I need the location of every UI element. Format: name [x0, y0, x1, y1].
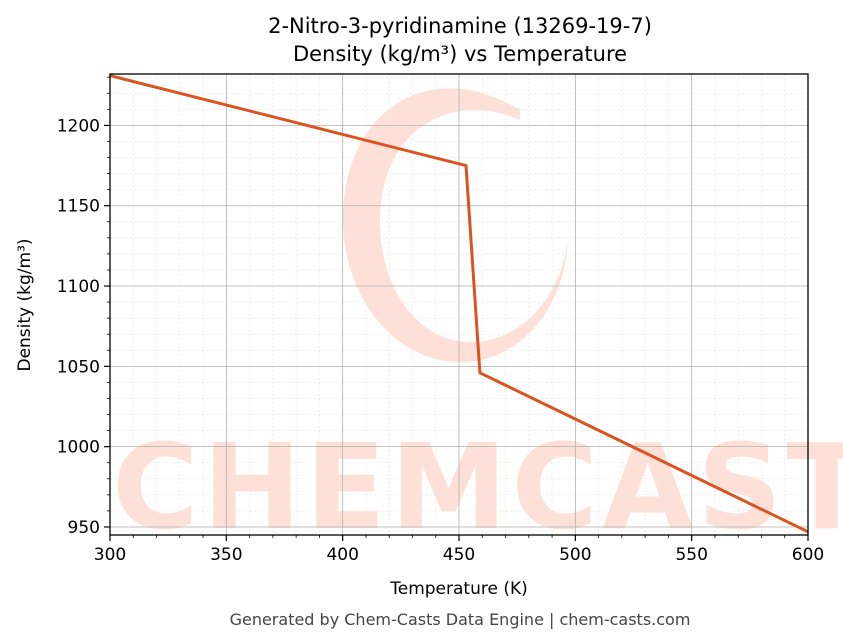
footer-credit: Generated by Chem-Casts Data Engine | ch… [230, 610, 691, 629]
chart-subtitle: Density (kg/m³) vs Temperature [293, 42, 627, 66]
y-tick-label: 1050 [57, 357, 100, 377]
y-axis-ticks: 950 1000 1050 1100 1150 1200 [57, 76, 110, 538]
x-tick-label: 450 [443, 545, 475, 565]
y-tick-label: 1200 [57, 116, 100, 136]
x-tick-label: 500 [559, 545, 591, 565]
y-tick-label: 1100 [57, 277, 100, 297]
x-tick-label: 550 [675, 545, 707, 565]
watermark-logo: CHEMCASTS [112, 88, 843, 556]
y-axis-label: Density (kg/m³) [15, 238, 35, 371]
y-tick-label: 1150 [57, 197, 100, 217]
x-tick-label: 300 [94, 545, 126, 565]
watermark-swirl-icon [342, 88, 568, 363]
x-tick-label: 600 [792, 545, 824, 565]
major-grid [109, 74, 809, 535]
density-series-line [109, 74, 809, 534]
x-axis-label: Temperature (K) [389, 579, 528, 599]
x-tick-label: 350 [210, 545, 242, 565]
y-tick-label: 1000 [57, 438, 100, 458]
y-tick-label: 950 [68, 518, 100, 538]
watermark-text: CHEMCASTS [112, 418, 843, 556]
x-axis-ticks: 300 350 400 450 500 550 600 [94, 535, 824, 565]
chart-title: 2-Nitro-3-pyridinamine (13269-19-7) [268, 14, 652, 38]
x-tick-label: 400 [326, 545, 358, 565]
plot-series [109, 74, 809, 534]
